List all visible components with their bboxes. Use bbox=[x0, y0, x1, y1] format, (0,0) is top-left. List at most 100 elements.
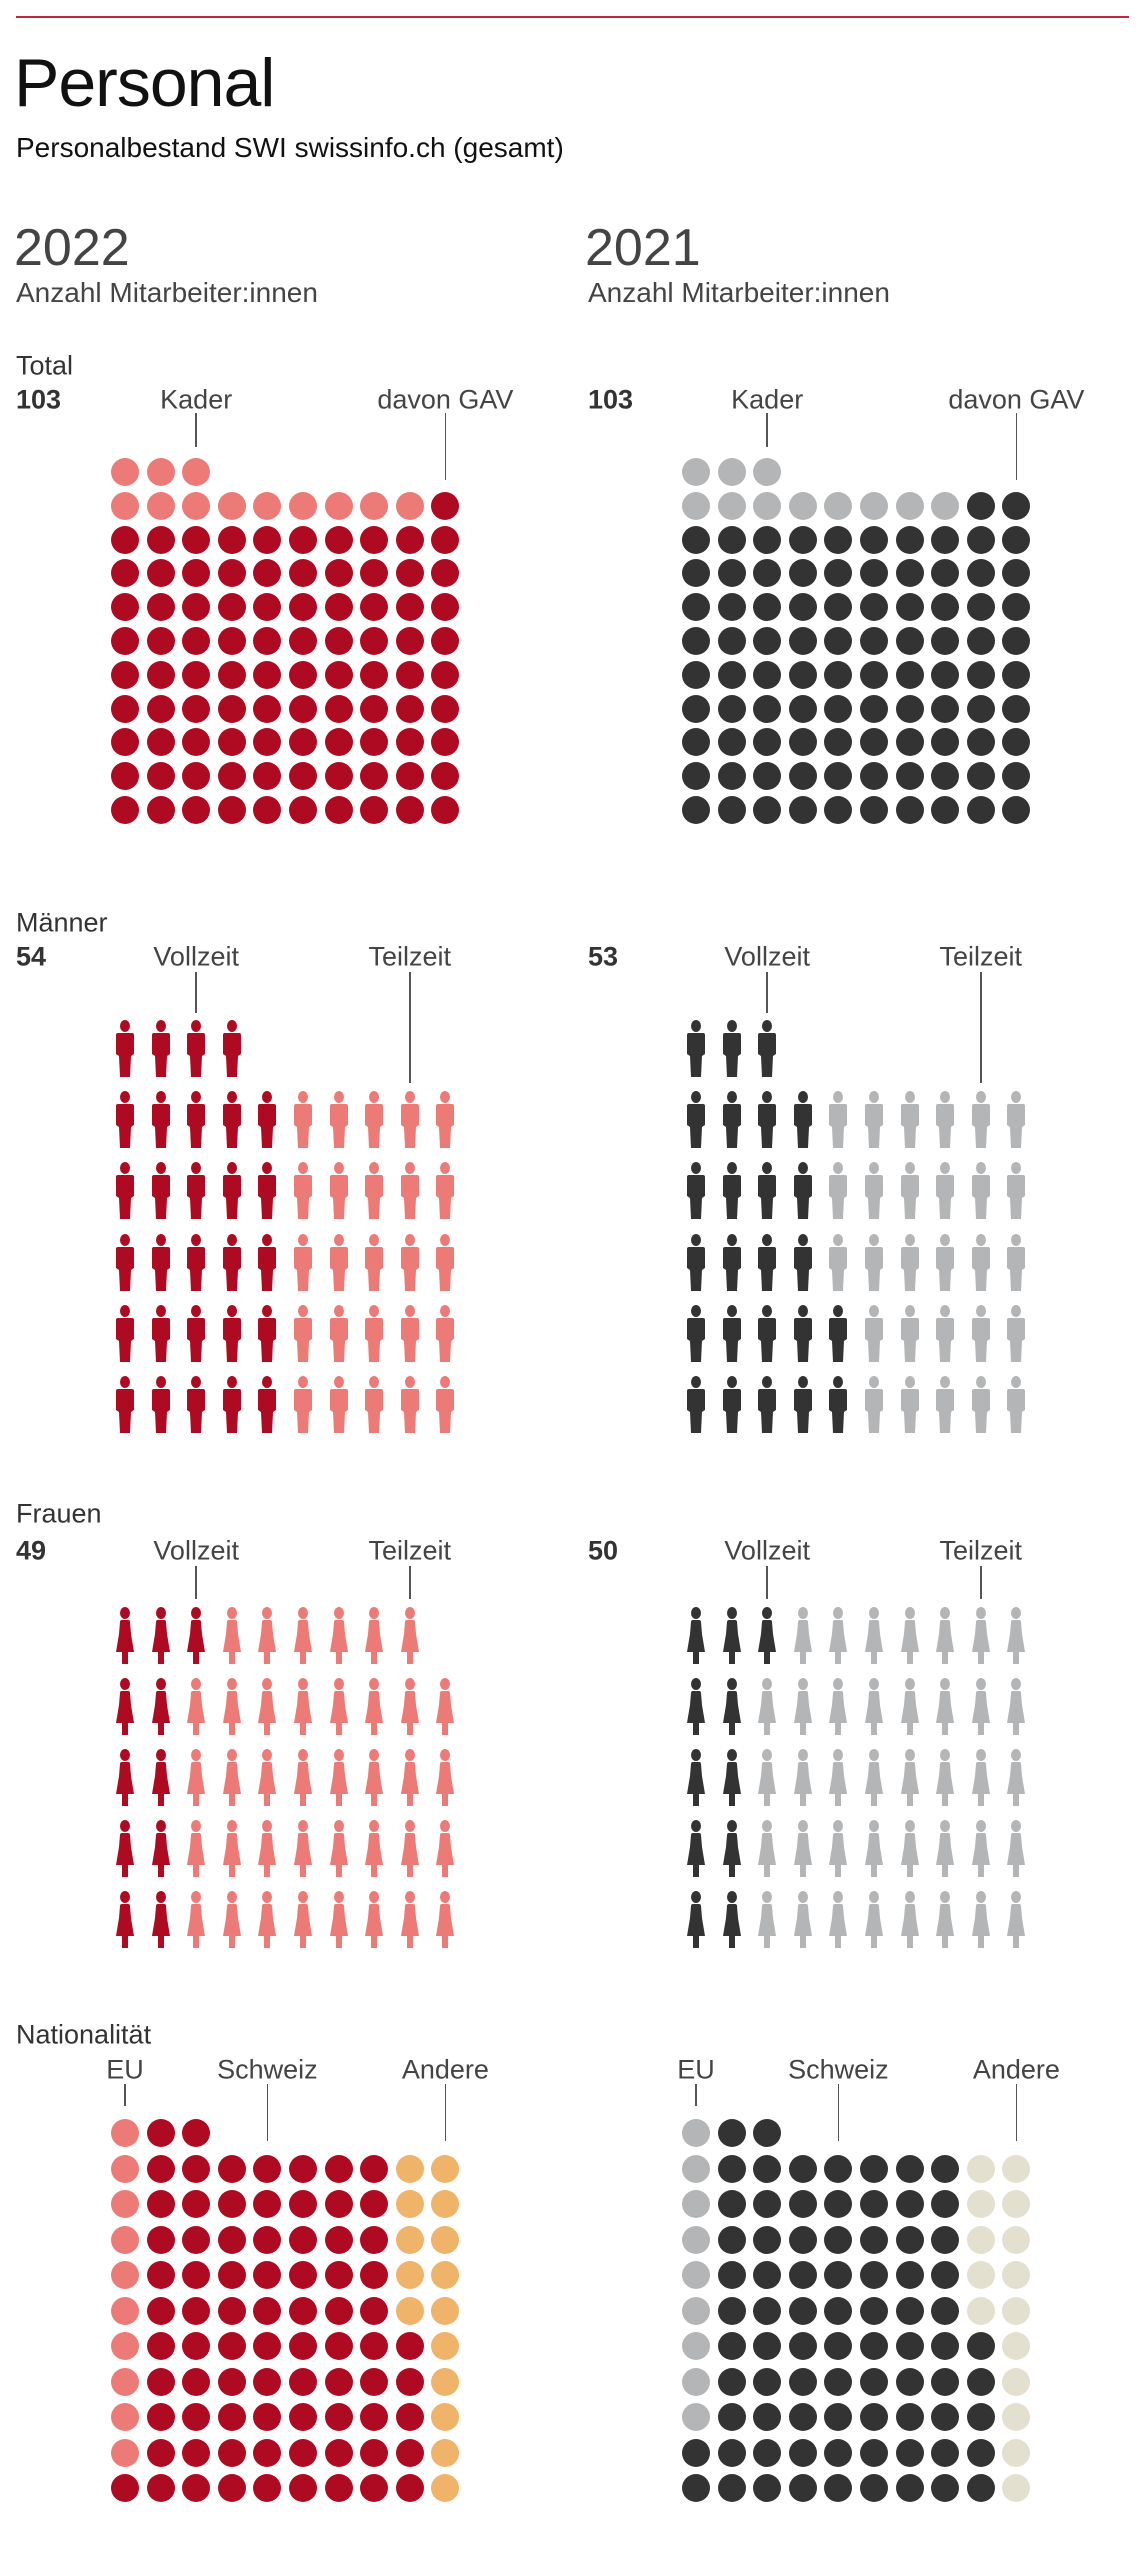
dot-icon bbox=[753, 2154, 782, 2183]
dot-icon bbox=[289, 2367, 317, 2396]
dot-icon bbox=[895, 525, 924, 554]
annotation-label: Kader bbox=[731, 384, 804, 415]
woman-icon bbox=[327, 1749, 351, 1806]
man-icon bbox=[363, 1305, 385, 1362]
man-icon bbox=[221, 1376, 243, 1433]
dot-icon bbox=[966, 2367, 995, 2396]
man-icon bbox=[721, 1234, 743, 1291]
dot-icon bbox=[431, 525, 460, 554]
dot-icon bbox=[788, 2332, 817, 2360]
dot-icon bbox=[182, 2190, 211, 2218]
dot-icon bbox=[324, 2225, 353, 2254]
dot-icon bbox=[860, 2225, 888, 2254]
man-icon bbox=[185, 1091, 207, 1148]
woman-icon bbox=[362, 1891, 386, 1948]
woman-icon bbox=[255, 1678, 279, 1735]
woman-icon bbox=[291, 1607, 315, 1664]
dot-icon bbox=[324, 491, 353, 520]
dot-icon bbox=[217, 796, 246, 824]
woman-icon bbox=[862, 1749, 886, 1806]
man-icon bbox=[685, 1162, 707, 1219]
man-icon bbox=[399, 1234, 421, 1291]
man-icon bbox=[328, 1091, 350, 1148]
man-icon bbox=[185, 1020, 207, 1077]
dot-icon bbox=[395, 2225, 424, 2254]
dot-icon bbox=[217, 2296, 246, 2325]
dot-icon bbox=[788, 525, 817, 554]
dot-icon bbox=[289, 762, 317, 791]
man-icon bbox=[363, 1376, 385, 1433]
woman-icon bbox=[720, 1820, 744, 1877]
woman-icon bbox=[933, 1749, 957, 1806]
dot-icon bbox=[395, 660, 424, 689]
man-icon bbox=[292, 1376, 314, 1433]
woman-icon bbox=[898, 1749, 922, 1806]
woman-icon bbox=[291, 1820, 315, 1877]
woman-icon bbox=[184, 1749, 208, 1806]
dot-icon bbox=[182, 2403, 211, 2431]
dot-icon bbox=[253, 2296, 282, 2325]
dot-icon bbox=[253, 593, 282, 622]
dot-icon bbox=[217, 2403, 246, 2431]
woman-icon bbox=[149, 1749, 173, 1806]
dot-icon bbox=[824, 2154, 853, 2183]
woman-icon bbox=[362, 1820, 386, 1877]
woman-icon bbox=[1004, 1891, 1028, 1948]
dot-icon bbox=[824, 593, 853, 622]
dot-icon bbox=[860, 796, 888, 824]
dot-icon bbox=[431, 694, 460, 723]
dot-icon bbox=[753, 2438, 782, 2467]
dot-icon bbox=[431, 2154, 460, 2183]
man-icon bbox=[934, 1091, 956, 1148]
man-icon bbox=[292, 1091, 314, 1148]
dot-icon bbox=[253, 559, 282, 588]
dot-icon bbox=[111, 2261, 139, 2289]
dot-icon bbox=[395, 2367, 424, 2396]
dot-icon bbox=[253, 627, 282, 655]
dot-icon bbox=[360, 627, 389, 655]
dot-icon bbox=[931, 491, 960, 520]
dot-icon bbox=[395, 728, 424, 757]
dot-icon bbox=[111, 2190, 139, 2218]
dot-icon bbox=[111, 2225, 139, 2254]
dot-icon bbox=[931, 2367, 960, 2396]
dot-icon bbox=[431, 2296, 460, 2325]
man-icon bbox=[756, 1376, 778, 1433]
man-icon bbox=[685, 1376, 707, 1433]
man-icon bbox=[863, 1234, 885, 1291]
dot-icon bbox=[182, 2438, 211, 2467]
dot-icon bbox=[682, 2261, 710, 2289]
annotation-label: Teilzeit bbox=[368, 1535, 452, 1566]
woman-icon bbox=[220, 1891, 244, 1948]
dot-icon bbox=[824, 2438, 853, 2467]
woman-icon bbox=[113, 1749, 137, 1806]
dot-icon bbox=[753, 2261, 782, 2289]
woman-icon bbox=[898, 1891, 922, 1948]
woman-icon bbox=[826, 1820, 850, 1877]
dot-icon bbox=[431, 627, 460, 655]
dot-icon bbox=[182, 2332, 211, 2360]
dot-icon bbox=[395, 525, 424, 554]
man-icon bbox=[863, 1162, 885, 1219]
dot-icon bbox=[289, 2190, 317, 2218]
dot-icon bbox=[253, 660, 282, 689]
woman-icon bbox=[362, 1678, 386, 1735]
woman-icon bbox=[969, 1749, 993, 1806]
woman-icon bbox=[255, 1891, 279, 1948]
dot-icon bbox=[895, 2367, 924, 2396]
man-icon bbox=[292, 1162, 314, 1219]
woman-icon bbox=[220, 1678, 244, 1735]
dot-icon bbox=[717, 660, 746, 689]
dot-icon bbox=[860, 559, 888, 588]
man-icon bbox=[292, 1305, 314, 1362]
dot-icon bbox=[1002, 2367, 1031, 2396]
man-icon bbox=[1005, 1234, 1027, 1291]
dot-icon bbox=[360, 2367, 389, 2396]
annotation-label: Teilzeit bbox=[939, 1535, 1023, 1566]
annotation-leader-line bbox=[837, 2084, 840, 2141]
man-icon bbox=[434, 1376, 456, 1433]
dot-icon bbox=[966, 2261, 995, 2289]
dot-icon bbox=[146, 525, 175, 554]
dot-icon bbox=[860, 525, 888, 554]
dot-icon bbox=[217, 2367, 246, 2396]
